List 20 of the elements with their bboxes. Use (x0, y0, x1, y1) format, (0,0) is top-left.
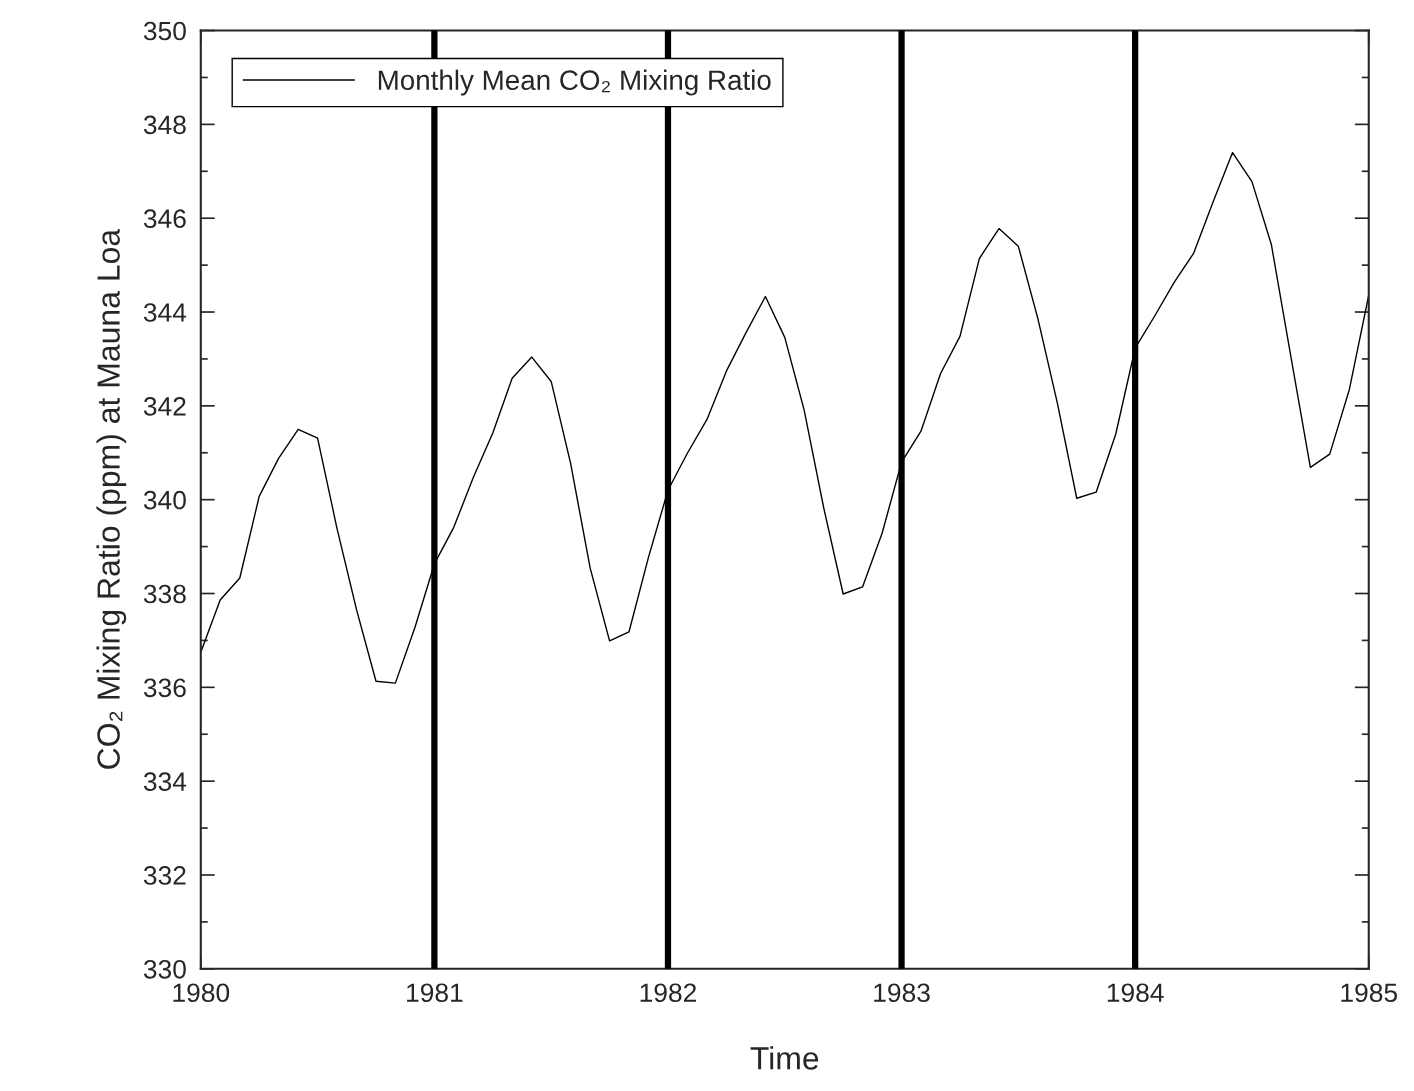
y-tick-label: 348 (143, 115, 186, 135)
x-tick-label: 1984 (1107, 983, 1164, 1003)
x-tick-label: 1981 (407, 983, 463, 1003)
y-tick-label: 346 (143, 209, 186, 229)
legend-label: Monthly Mean CO₂ Mixing Ratio (378, 69, 771, 96)
y-tick-label: 330 (143, 959, 186, 979)
x-tick-label: 1985 (1341, 983, 1397, 1003)
y-tick-label: 336 (143, 678, 186, 698)
y-tick-label: 334 (143, 772, 187, 791)
y-tick-label: 342 (143, 396, 186, 416)
x-axis-title: Time (750, 1046, 819, 1070)
x-tick-label: 1983 (874, 983, 930, 1003)
y-tick-label: 340 (143, 490, 186, 510)
y-tick-label: 332 (143, 866, 186, 885)
x-tick-label: 1980 (173, 983, 230, 1003)
y-axis-title: CO₂ Mixing Ratio (ppm) at Mauna Loa (96, 228, 127, 769)
y-tick-label: 344 (143, 303, 187, 322)
y-tick-label: 338 (143, 584, 186, 604)
y-tick-label: 350 (143, 21, 186, 41)
x-tick-label: 1982 (640, 983, 696, 1003)
